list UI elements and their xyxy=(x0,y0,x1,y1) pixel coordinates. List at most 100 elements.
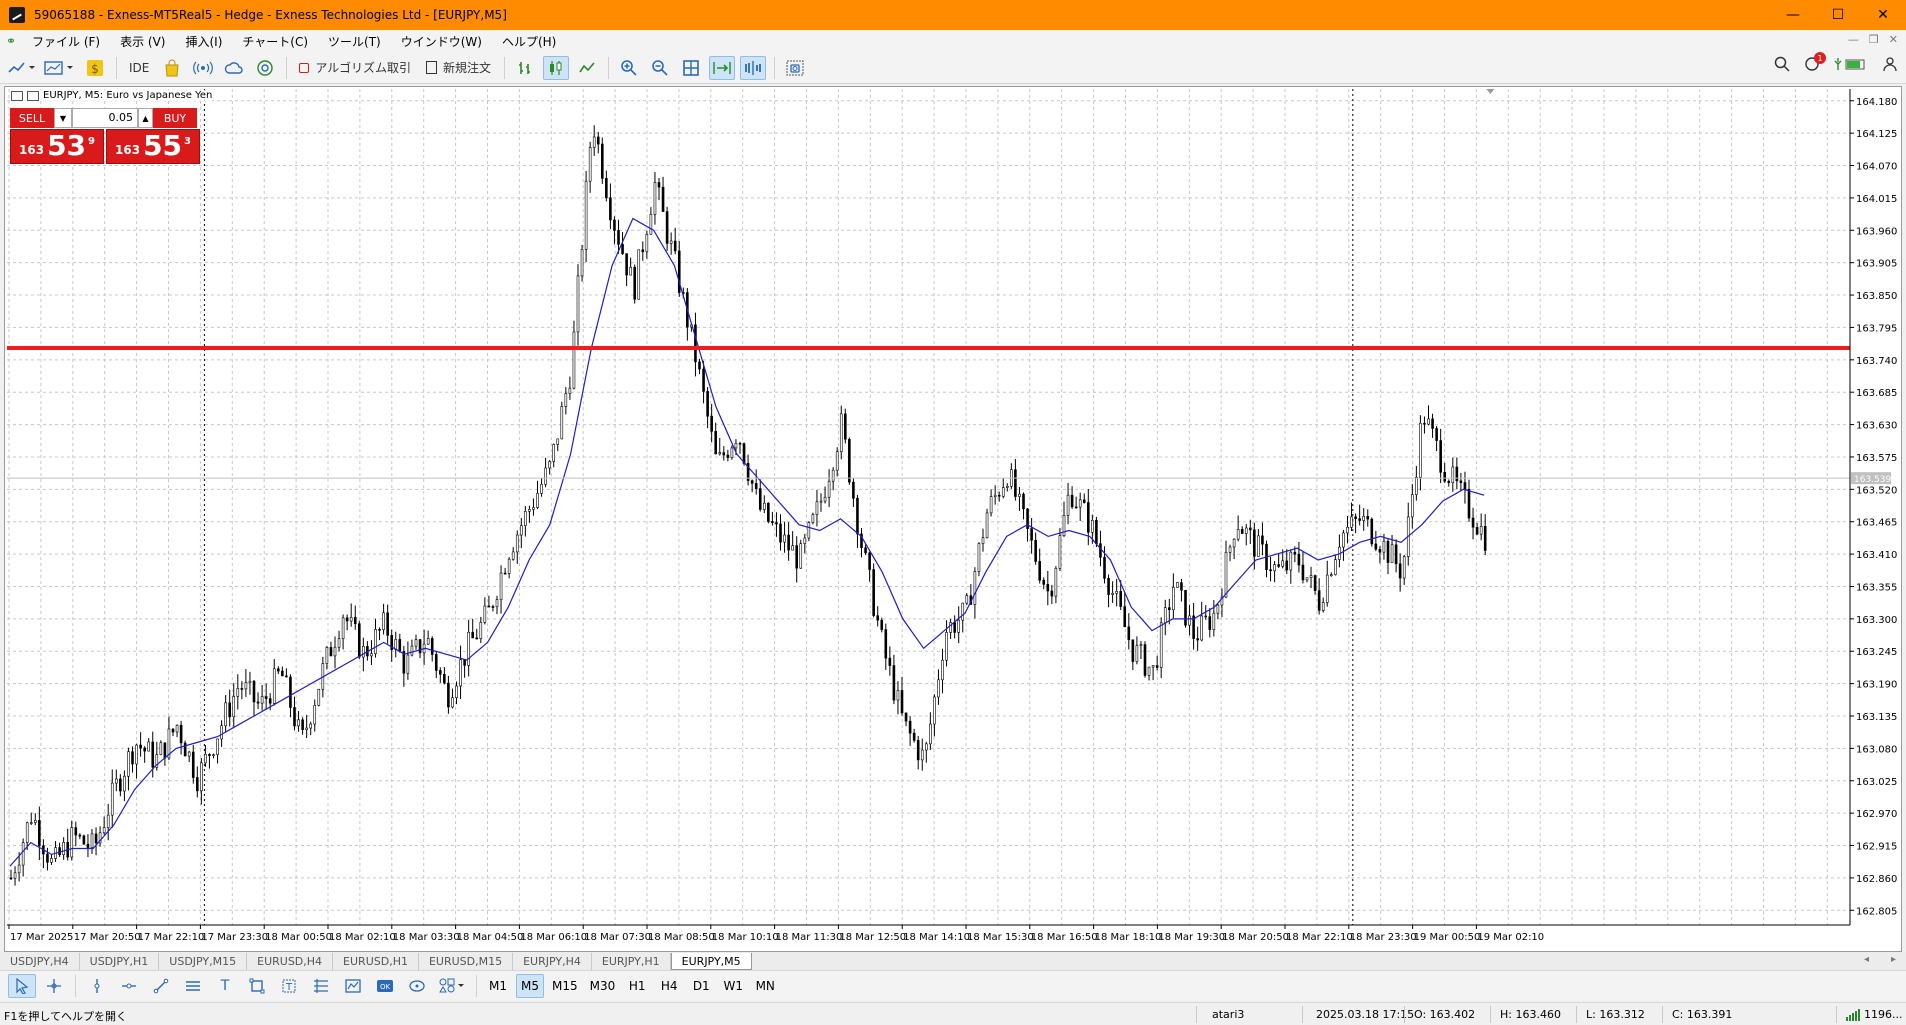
lot-size-input[interactable]: 0.05 xyxy=(72,108,138,128)
candle-body xyxy=(519,525,523,536)
rectangle-icon[interactable] xyxy=(243,974,271,998)
candle-body xyxy=(698,361,701,370)
menu-help[interactable]: ヘルプ(H) xyxy=(501,34,557,49)
candle-body xyxy=(941,659,944,681)
sell-price-button[interactable]: 163 53 9 xyxy=(10,129,104,164)
candle-body xyxy=(260,696,264,704)
tab-scroll-right-icon[interactable]: ▸ xyxy=(1890,954,1896,965)
account-icon[interactable] xyxy=(1882,56,1898,75)
candle-body xyxy=(933,696,936,725)
chart-template-icon[interactable] xyxy=(43,56,77,80)
candle-body xyxy=(718,452,722,455)
tab-usdjpy-h4[interactable]: USDJPY,H4 xyxy=(0,953,80,970)
chart-properties-icon[interactable] xyxy=(27,90,39,101)
timeframe-w1[interactable]: W1 xyxy=(723,978,744,993)
time-tick-label: 17 Mar 2025 xyxy=(10,932,73,943)
tile-windows-icon[interactable] xyxy=(678,56,704,80)
timeframe-d1[interactable]: D1 xyxy=(692,978,710,993)
sell-button[interactable]: SELL xyxy=(10,108,54,128)
tab-eurjpy-m5[interactable]: EURJPY,M5 xyxy=(670,953,752,970)
channel-icon[interactable] xyxy=(179,974,207,998)
chart-window[interactable]: 163.539 164.180 164.125 164.070 164.015 163.… xyxy=(4,86,1902,952)
market-bag-icon[interactable] xyxy=(159,56,185,80)
fibo-icon[interactable] xyxy=(307,974,335,998)
candle-body xyxy=(325,647,329,664)
buy-price-button[interactable]: 163 55 3 xyxy=(106,129,200,164)
menu-window[interactable]: ウインドウ(W) xyxy=(400,34,482,49)
menu-insert[interactable]: 挿入(I) xyxy=(185,34,223,49)
web-trading-icon[interactable] xyxy=(252,56,278,80)
ide-button[interactable]: IDE xyxy=(129,60,150,75)
timeframe-h1[interactable]: H1 xyxy=(628,978,646,993)
vertical-line-icon[interactable] xyxy=(83,974,111,998)
new-order-button[interactable]: 新規注文 xyxy=(421,56,496,80)
auto-scroll-icon[interactable] xyxy=(709,55,736,80)
maximize-button[interactable]: ☐ xyxy=(1831,7,1845,23)
timeframe-h4[interactable]: H4 xyxy=(660,978,678,993)
ok-label-icon[interactable]: OK xyxy=(371,974,399,998)
chart-window-icon[interactable] xyxy=(11,90,23,101)
timeframe-mn[interactable]: MN xyxy=(755,978,775,993)
connection-status[interactable]: 1196... xyxy=(1846,1008,1902,1021)
candle-body xyxy=(1423,422,1426,425)
candle-body xyxy=(38,820,41,847)
zoom-out-icon[interactable] xyxy=(647,56,673,80)
tab-eurusd-m15[interactable]: EURUSD,M15 xyxy=(419,953,514,970)
lot-increase-icon[interactable]: ▲ xyxy=(138,108,153,128)
timeframe-m30[interactable]: M30 xyxy=(589,978,616,993)
timeframe-m5[interactable]: M5 xyxy=(516,973,544,998)
mdi-close-icon[interactable]: ✕ xyxy=(1888,33,1898,46)
status-bar: F1を押してヘルプを開く atari3 2025.03.18 17:15 O: … xyxy=(0,1002,1906,1025)
indicator-window-icon[interactable] xyxy=(339,974,367,998)
line-chart-dropdown-icon[interactable] xyxy=(6,56,38,80)
text-tool-icon[interactable]: T xyxy=(220,977,230,994)
menu-file[interactable]: ファイル (F) xyxy=(32,34,101,49)
text-label-icon[interactable]: T xyxy=(275,974,303,998)
algo-trading-button[interactable]: アルゴリズム取引 xyxy=(294,56,416,80)
shapes-dropdown-icon[interactable] xyxy=(435,974,469,998)
dollar-icon[interactable]: $ xyxy=(82,56,108,80)
tab-usdjpy-m15[interactable]: USDJPY,M15 xyxy=(159,953,248,970)
candle-body xyxy=(13,872,17,879)
candlestick-chart-icon[interactable] xyxy=(543,55,570,80)
timeframe-m1[interactable]: M1 xyxy=(489,978,507,993)
buy-price-pip: 3 xyxy=(184,136,191,147)
lot-dropdown-icon[interactable]: ▼ xyxy=(54,108,72,128)
mdi-restore-icon[interactable]: ❐ xyxy=(1868,33,1879,46)
vps-cloud-icon[interactable] xyxy=(221,56,247,80)
search-icon[interactable] xyxy=(1774,56,1790,75)
tab-eurusd-h1[interactable]: EURUSD,H1 xyxy=(333,953,419,970)
chart-menu-icon[interactable]: ⚭ xyxy=(5,34,17,48)
tab-eurusd-h4[interactable]: EURUSD,H4 xyxy=(247,953,334,970)
bar-chart-icon[interactable] xyxy=(512,56,538,80)
candle-body xyxy=(511,551,515,560)
timeframe-m15[interactable]: M15 xyxy=(552,978,578,993)
candle-body xyxy=(507,558,511,574)
cursor-icon[interactable] xyxy=(8,973,36,998)
screenshot-icon[interactable] xyxy=(782,56,808,80)
buy-button[interactable]: BUY xyxy=(153,108,197,128)
menu-view[interactable]: 表示 (V) xyxy=(120,34,166,49)
status-profile[interactable]: atari3 xyxy=(1212,1008,1245,1021)
horizontal-line-icon[interactable] xyxy=(115,974,143,998)
price-chart[interactable]: 163.539 164.180 164.125 164.070 164.015 163.… xyxy=(5,87,1901,951)
tab-eurjpy-h1[interactable]: EURJPY,H1 xyxy=(592,953,671,970)
chart-shift-icon[interactable] xyxy=(740,55,767,80)
zoom-in-icon[interactable] xyxy=(616,56,642,80)
mdi-minimize-icon[interactable]: — xyxy=(1847,33,1859,46)
notifications-icon[interactable]: 1 xyxy=(1804,52,1826,75)
menu-tools[interactable]: ツール(T) xyxy=(328,34,381,49)
tab-usdjpy-h1[interactable]: USDJPY,H1 xyxy=(80,953,160,970)
menu-chart[interactable]: チャート(C) xyxy=(242,34,309,49)
close-button[interactable]: ✕ xyxy=(1877,7,1889,23)
candle-body xyxy=(1475,526,1479,535)
tab-eurjpy-h4[interactable]: EURJPY,H4 xyxy=(513,953,592,970)
trendline-icon[interactable] xyxy=(147,974,175,998)
candle-body xyxy=(702,368,705,392)
line-chart-icon[interactable] xyxy=(574,56,600,80)
signals-icon[interactable] xyxy=(190,56,216,80)
pitchfork-icon[interactable] xyxy=(403,974,431,998)
crosshair-icon[interactable] xyxy=(40,974,68,998)
minimize-button[interactable]: — xyxy=(1786,7,1800,23)
tab-scroll-left-icon[interactable]: ◂ xyxy=(1863,954,1869,965)
